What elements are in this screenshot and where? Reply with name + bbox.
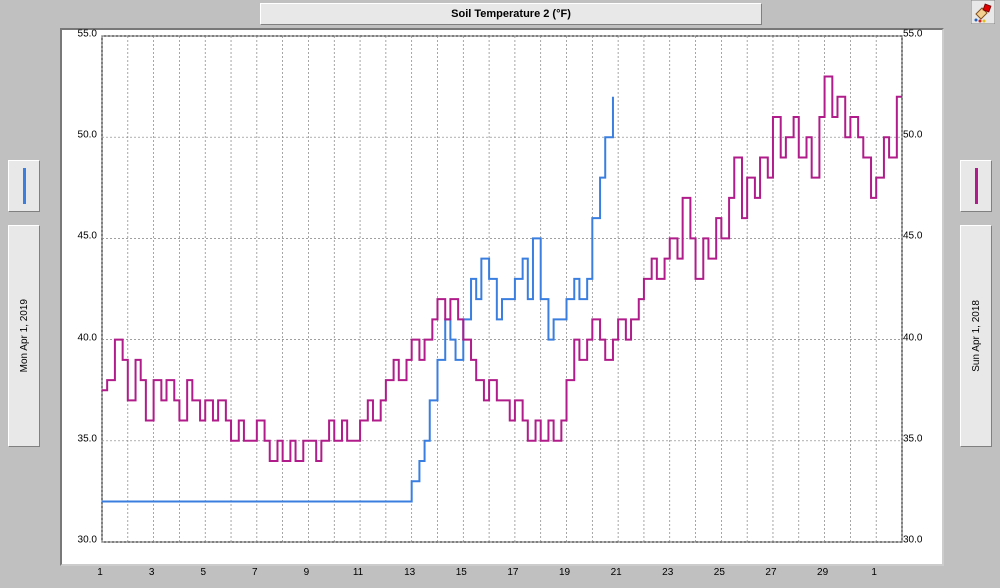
y-tick-left: 35.0 — [61, 433, 97, 444]
y-tick-left: 45.0 — [61, 231, 97, 242]
x-tick: 25 — [709, 567, 729, 578]
y-tick-right: 50.0 — [903, 130, 939, 141]
right-date-label: Sun Apr 1, 2018 — [971, 300, 982, 372]
x-tick: 1 — [90, 567, 110, 578]
left-date-panel[interactable]: Mon Apr 1, 2019 — [8, 225, 40, 447]
x-tick: 21 — [606, 567, 626, 578]
x-tick: 1 — [864, 567, 884, 578]
x-tick: 23 — [658, 567, 678, 578]
y-tick-left: 50.0 — [61, 130, 97, 141]
y-tick-left: 40.0 — [61, 332, 97, 343]
legend-2018-swatch[interactable] — [960, 160, 992, 212]
legend-2018-line — [975, 168, 978, 204]
y-tick-left: 55.0 — [61, 29, 97, 40]
y-tick-left: 30.0 — [61, 535, 97, 546]
x-tick: 5 — [193, 567, 213, 578]
right-date-panel[interactable]: Sun Apr 1, 2018 — [960, 225, 992, 447]
chart-title: Soil Temperature 2 (°F) — [451, 8, 571, 20]
x-tick: 3 — [142, 567, 162, 578]
x-tick: 15 — [451, 567, 471, 578]
x-tick: 27 — [761, 567, 781, 578]
left-date-label: Mon Apr 1, 2019 — [19, 299, 30, 372]
x-tick: 29 — [813, 567, 833, 578]
palette-tool-icon[interactable] — [971, 0, 995, 24]
chart-title-bar[interactable]: Soil Temperature 2 (°F) — [260, 3, 762, 25]
y-tick-right: 40.0 — [903, 332, 939, 343]
y-tick-right: 55.0 — [903, 29, 939, 40]
x-tick: 19 — [555, 567, 575, 578]
y-tick-right: 35.0 — [903, 433, 939, 444]
legend-2019-line — [23, 168, 26, 204]
x-tick: 17 — [503, 567, 523, 578]
x-tick: 9 — [296, 567, 316, 578]
x-tick: 13 — [400, 567, 420, 578]
x-tick: 11 — [348, 567, 368, 578]
app-window: Soil Temperature 2 (°F) Mon Apr 1, 2019 … — [0, 0, 1000, 588]
chart-plot-area — [60, 28, 944, 566]
y-tick-right: 45.0 — [903, 231, 939, 242]
chart-svg — [62, 30, 942, 564]
x-tick: 7 — [245, 567, 265, 578]
legend-2019-swatch[interactable] — [8, 160, 40, 212]
y-tick-right: 30.0 — [903, 535, 939, 546]
